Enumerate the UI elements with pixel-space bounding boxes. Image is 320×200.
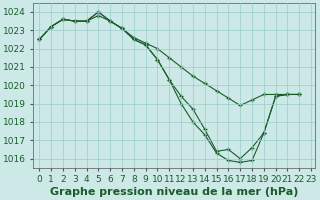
X-axis label: Graphe pression niveau de la mer (hPa): Graphe pression niveau de la mer (hPa) bbox=[50, 187, 298, 197]
